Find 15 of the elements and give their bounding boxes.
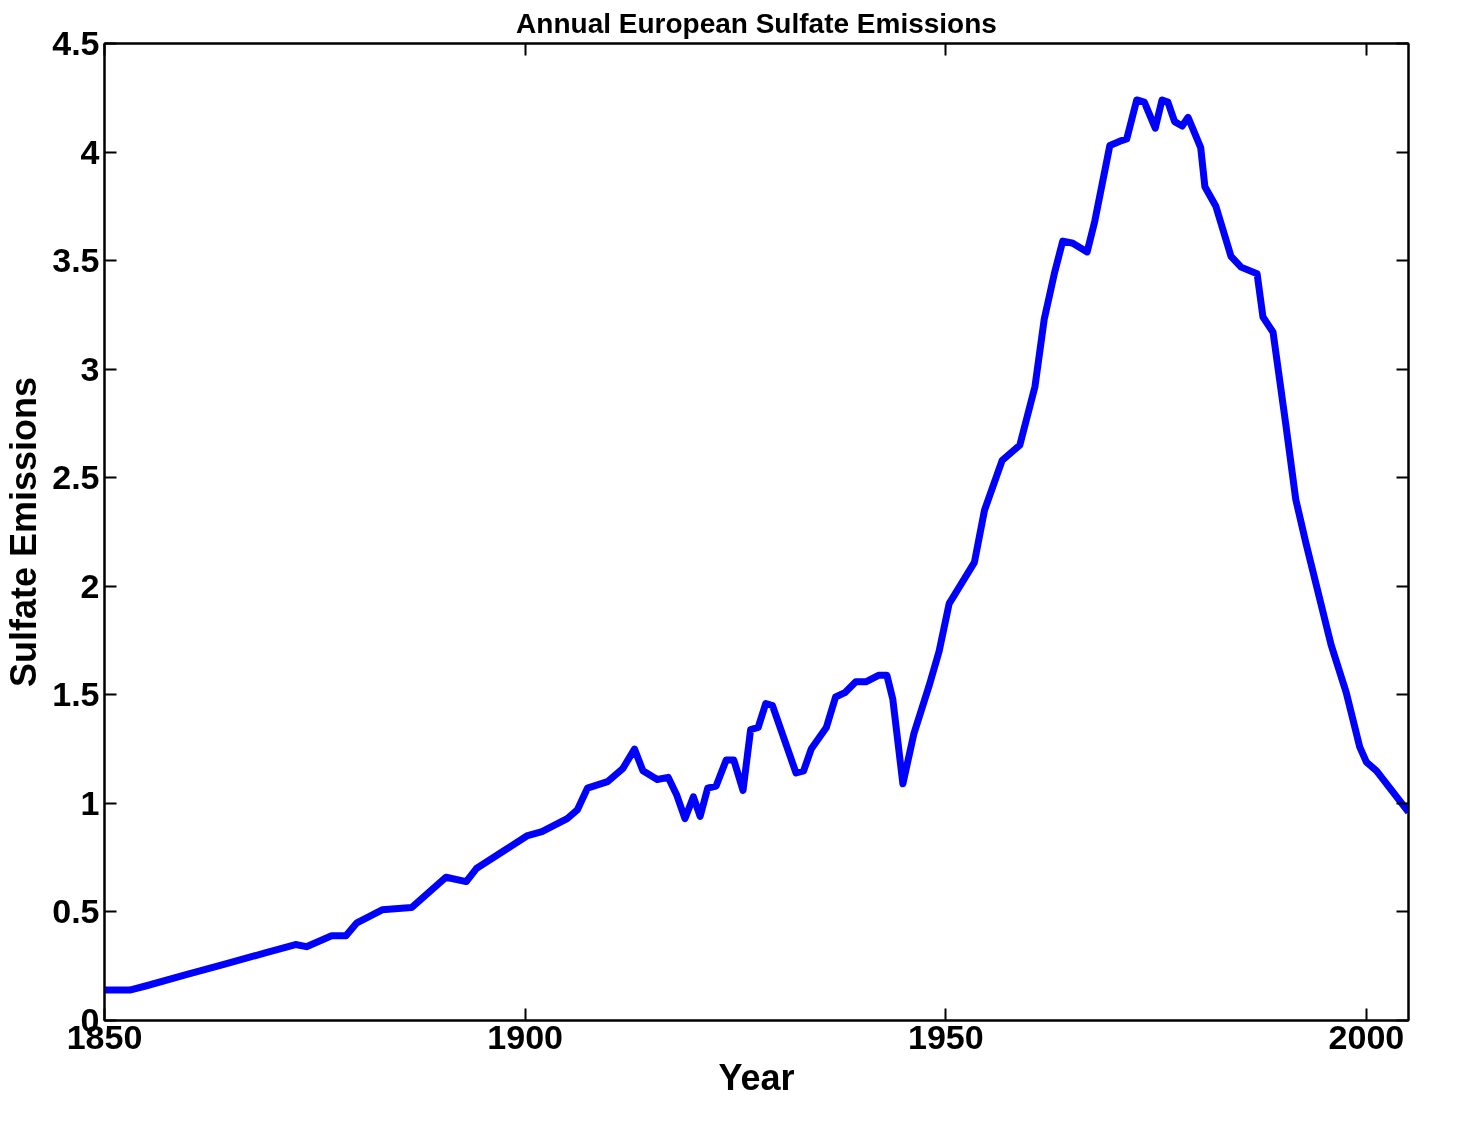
x-tick-label: 1900: [487, 1017, 563, 1056]
y-tick-label: 1.5: [52, 675, 100, 714]
y-tick-label: 4: [80, 132, 100, 171]
y-axis-title: Sulfate Emissions: [3, 376, 45, 688]
chart-title: Annual European Sulfate Emissions: [516, 7, 997, 39]
x-axis-title: Year: [718, 1056, 795, 1098]
y-tick-label: 4.5: [52, 24, 100, 62]
y-tick-label: 2.5: [52, 458, 100, 497]
x-tick-label: 2000: [1328, 1017, 1405, 1056]
y-tick-label: 1: [80, 783, 100, 822]
y-tick-label: 0.5: [52, 892, 100, 931]
y-tick-label: 3: [80, 349, 100, 388]
x-tick-label: 1950: [907, 1017, 984, 1056]
y-tick-label: 3.5: [52, 241, 100, 280]
y-tick-label: 2: [80, 566, 100, 605]
